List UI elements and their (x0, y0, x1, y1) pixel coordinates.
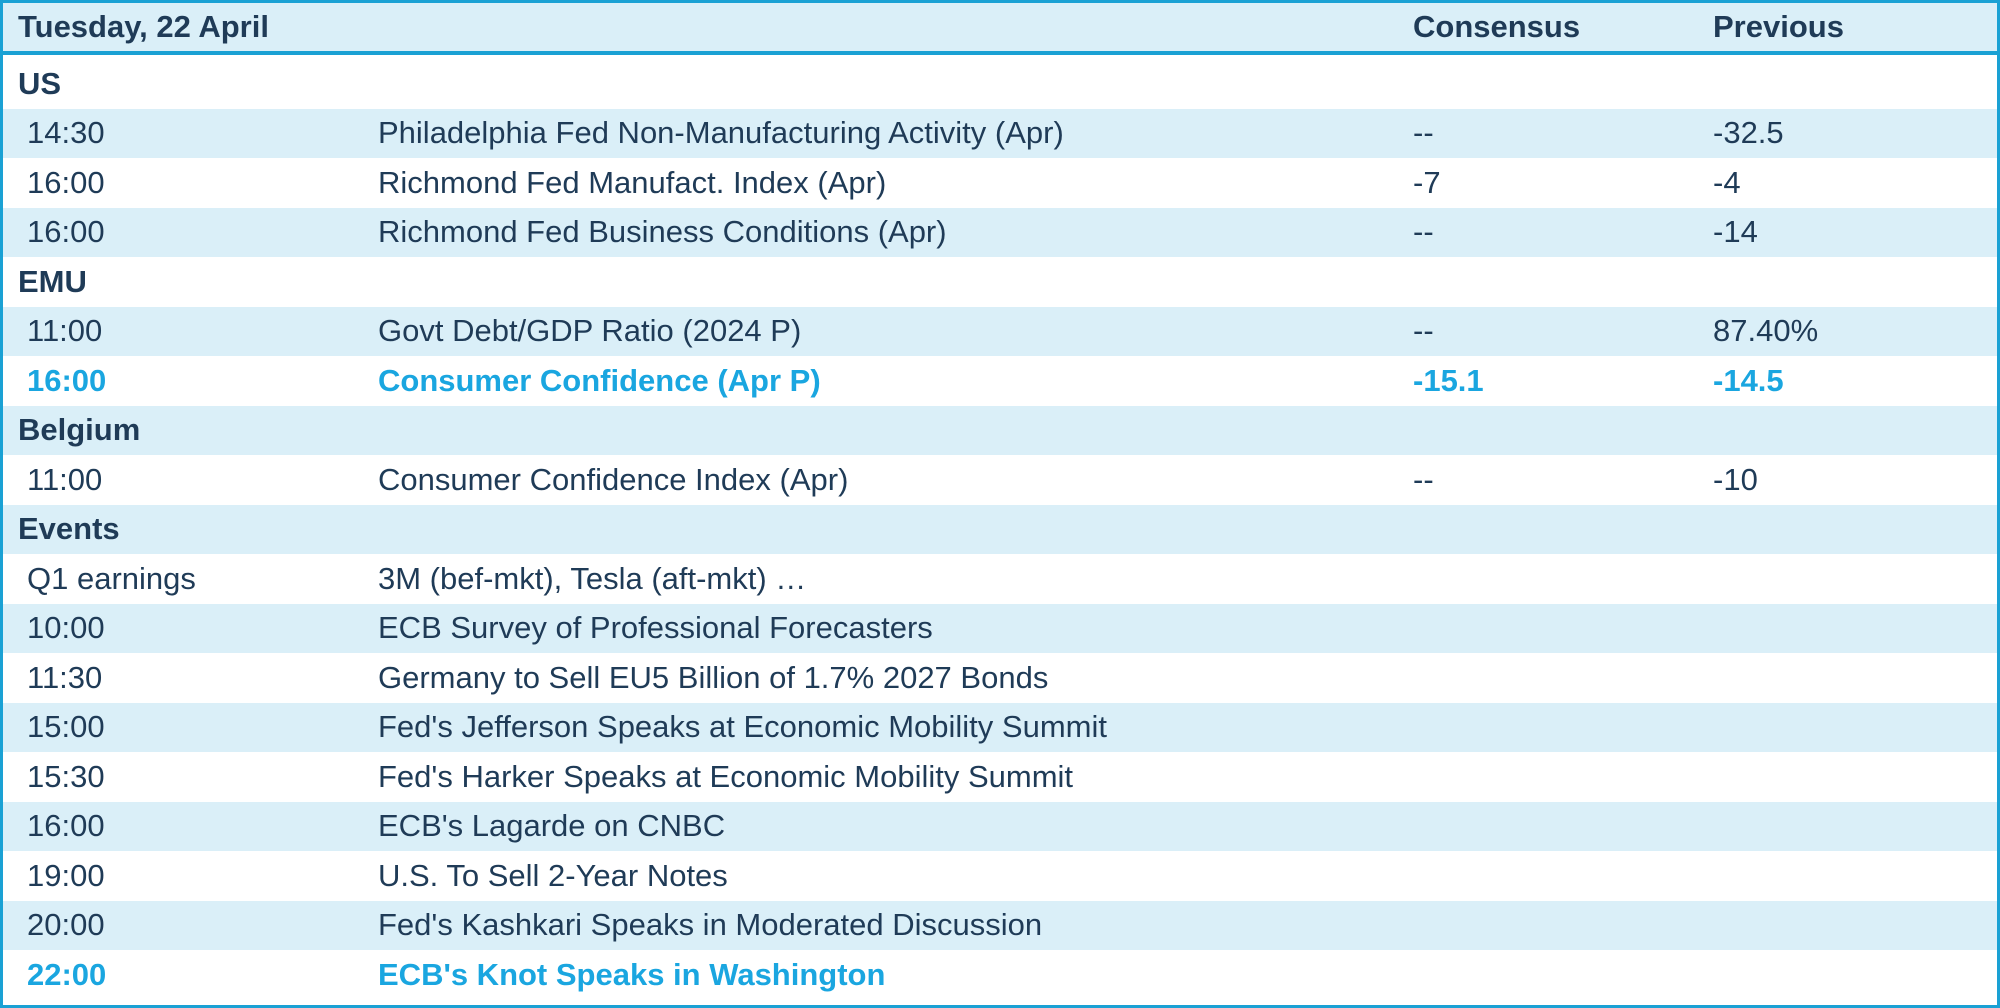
table-row: 16:00 ECB's Lagarde on CNBC (3, 801, 1997, 851)
time-cell: 19:00 (27, 857, 105, 893)
event-cell: Fed's Jefferson Speaks at Economic Mobil… (378, 709, 1107, 745)
time-cell: 16:00 (27, 808, 105, 844)
time-cell: 16:00 (27, 214, 105, 250)
time-cell: Q1 earnings (27, 560, 196, 596)
table-row: 11:30 Germany to Sell EU5 Billion of 1.7… (3, 653, 1997, 703)
time-cell: 11:30 (27, 659, 103, 695)
table-header: Tuesday, 22 April Consensus Previous (3, 3, 1997, 55)
table-row: 19:00 U.S. To Sell 2-Year Notes (3, 851, 1997, 901)
table-row-highlighted: 16:00 Consumer Confidence (Apr P) -15.1 … (3, 356, 1997, 406)
consensus-cell: -7 (1413, 164, 1441, 200)
table-row: 16:00 Richmond Fed Business Conditions (… (3, 207, 1997, 257)
time-cell: 16:00 (27, 164, 105, 200)
time-cell: 15:00 (27, 709, 105, 745)
consensus-cell: -- (1413, 115, 1434, 151)
event-cell: ECB's Lagarde on CNBC (378, 808, 726, 844)
section-title: EMU (18, 263, 87, 299)
date-heading: Tuesday, 22 April (18, 9, 269, 44)
table-row: 11:00 Consumer Confidence Index (Apr) --… (3, 455, 1997, 505)
event-cell: Richmond Fed Manufact. Index (Apr) (378, 164, 887, 200)
section-events: Events (3, 504, 1997, 554)
event-cell: Philadelphia Fed Non-Manufacturing Activ… (378, 115, 1064, 151)
table-row: 20:00 Fed's Kashkari Speaks in Moderated… (3, 900, 1997, 950)
time-cell: 11:00 (27, 313, 103, 349)
section-belgium: Belgium (3, 405, 1997, 455)
previous-cell: -14 (1713, 214, 1758, 250)
time-cell: 16:00 (27, 362, 107, 398)
section-emu: EMU (3, 257, 1997, 307)
time-cell: 20:00 (27, 907, 105, 943)
event-cell: ECB Survey of Professional Forecasters (378, 610, 933, 646)
table-row: 16:00 Richmond Fed Manufact. Index (Apr)… (3, 158, 1997, 208)
event-cell: Germany to Sell EU5 Billion of 1.7% 2027… (378, 659, 1049, 695)
event-cell: Consumer Confidence (Apr P) (378, 362, 821, 398)
previous-cell: -10 (1713, 461, 1758, 497)
event-cell: Govt Debt/GDP Ratio (2024 P) (378, 313, 802, 349)
time-cell: 10:00 (27, 610, 105, 646)
table-row: 15:00 Fed's Jefferson Speaks at Economic… (3, 702, 1997, 752)
table-row: 14:30 Philadelphia Fed Non-Manufacturing… (3, 108, 1997, 158)
event-cell: U.S. To Sell 2-Year Notes (378, 857, 728, 893)
event-cell: Fed's Kashkari Speaks in Moderated Discu… (378, 907, 1043, 943)
consensus-cell: -- (1413, 461, 1434, 497)
previous-heading: Previous (1713, 9, 1844, 44)
time-cell: 22:00 (27, 956, 107, 992)
section-title: Events (18, 511, 120, 547)
consensus-heading: Consensus (1413, 9, 1581, 44)
event-cell: Fed's Harker Speaks at Economic Mobility… (378, 758, 1074, 794)
event-cell: Consumer Confidence Index (Apr) (378, 461, 849, 497)
table-row: 11:00 Govt Debt/GDP Ratio (2024 P) -- 87… (3, 306, 1997, 356)
table-row: 10:00 ECB Survey of Professional Forecas… (3, 603, 1997, 653)
previous-cell: -32.5 (1713, 115, 1784, 151)
event-cell: 3M (bef-mkt), Tesla (aft-mkt) … (378, 560, 807, 596)
consensus-cell: -- (1413, 313, 1434, 349)
table-row-highlighted: 22:00 ECB's Knot Speaks in Washington (3, 950, 1997, 1000)
previous-cell: -14.5 (1713, 362, 1784, 398)
section-title: US (18, 65, 62, 101)
table-row: Q1 earnings 3M (bef-mkt), Tesla (aft-mkt… (3, 554, 1997, 604)
section-us: US (3, 59, 1997, 109)
event-cell: ECB's Knot Speaks in Washington (378, 956, 886, 992)
time-cell: 14:30 (27, 115, 105, 151)
previous-cell: -4 (1713, 164, 1741, 200)
previous-cell: 87.40% (1713, 313, 1819, 349)
time-cell: 11:00 (27, 461, 103, 497)
consensus-cell: -- (1413, 214, 1434, 250)
event-cell: Richmond Fed Business Conditions (Apr) (378, 214, 947, 250)
table-row: 15:30 Fed's Harker Speaks at Economic Mo… (3, 752, 1997, 802)
time-cell: 15:30 (27, 758, 105, 794)
consensus-cell: -15.1 (1413, 362, 1484, 398)
section-title: Belgium (18, 412, 141, 448)
